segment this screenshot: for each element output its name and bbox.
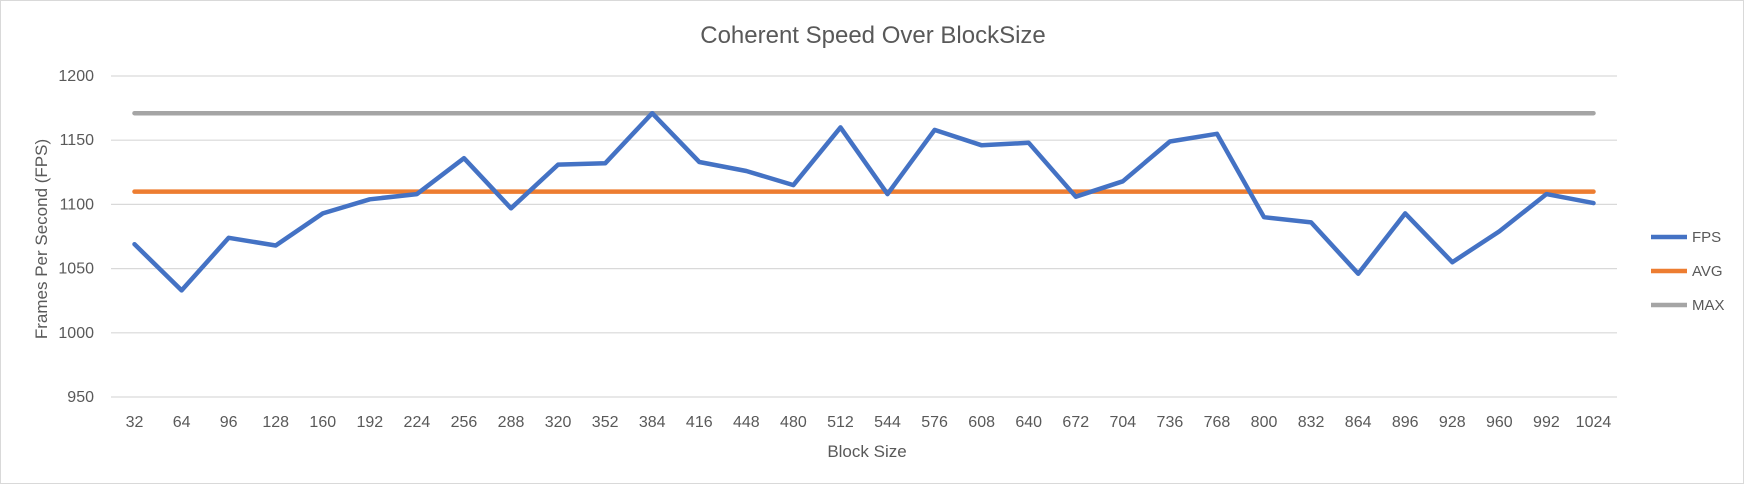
x-tick-label: 1024 <box>1576 414 1612 431</box>
x-tick-label: 544 <box>874 414 901 431</box>
x-tick-label: 128 <box>262 414 289 431</box>
x-tick-label: 256 <box>451 414 478 431</box>
y-axis-ticks: 950 1000 1050 1100 1150 1200 <box>58 68 94 406</box>
x-tick-label: 416 <box>686 414 713 431</box>
y-tick-label: 1200 <box>58 68 94 85</box>
x-tick-label: 928 <box>1439 414 1466 431</box>
x-tick-label: 608 <box>968 414 995 431</box>
series-lines <box>132 110 1596 293</box>
y-tick-label: 1100 <box>60 196 95 213</box>
x-tick-label: 384 <box>639 414 666 431</box>
x-tick-label: 224 <box>404 414 431 431</box>
x-tick-label: 352 <box>592 414 619 431</box>
x-tick-label: 832 <box>1298 414 1325 431</box>
legend-label-max: MAX <box>1692 297 1725 314</box>
x-tick-label: 800 <box>1251 414 1278 431</box>
x-tick-label: 640 <box>1015 414 1042 431</box>
x-tick-label: 736 <box>1157 414 1184 431</box>
x-tick-label: 672 <box>1062 414 1089 431</box>
legend-label-avg: AVG <box>1692 263 1723 280</box>
x-tick-label: 576 <box>921 414 948 431</box>
x-tick-label: 160 <box>309 414 336 431</box>
chart-title: Coherent Speed Over BlockSize <box>700 22 1046 49</box>
y-tick-label: 1150 <box>60 132 95 149</box>
x-tick-label: 704 <box>1109 414 1136 431</box>
x-tick-label: 192 <box>356 414 383 431</box>
x-tick-label: 96 <box>220 414 238 431</box>
x-tick-label: 448 <box>733 414 760 431</box>
x-tick-label: 64 <box>173 414 191 431</box>
legend: FPS AVG MAX <box>1651 229 1725 314</box>
x-tick-label: 896 <box>1392 414 1419 431</box>
x-tick-label: 512 <box>827 414 854 431</box>
x-tick-label: 480 <box>780 414 807 431</box>
x-tick-label: 288 <box>498 414 525 431</box>
y-tick-label: 1050 <box>58 261 94 278</box>
x-tick-label: 768 <box>1204 414 1231 431</box>
x-tick-label: 320 <box>545 414 572 431</box>
x-axis-ticks: 32 64 96 128 160 192 224 256 288 320 352 384 416 448 4… <box>126 414 1612 431</box>
series-line-fps <box>132 110 1596 293</box>
x-axis-title: Block Size <box>827 442 906 461</box>
y-axis-title: Frames Per Second (FPS) <box>32 139 51 339</box>
x-tick-label: 992 <box>1533 414 1560 431</box>
x-tick-label: 960 <box>1486 414 1513 431</box>
gridlines <box>111 75 1617 398</box>
x-tick-label: 32 <box>126 414 144 431</box>
y-tick-label: 950 <box>67 389 94 406</box>
legend-label-fps: FPS <box>1692 229 1721 246</box>
x-tick-label: 864 <box>1345 414 1372 431</box>
y-tick-label: 1000 <box>58 325 94 342</box>
